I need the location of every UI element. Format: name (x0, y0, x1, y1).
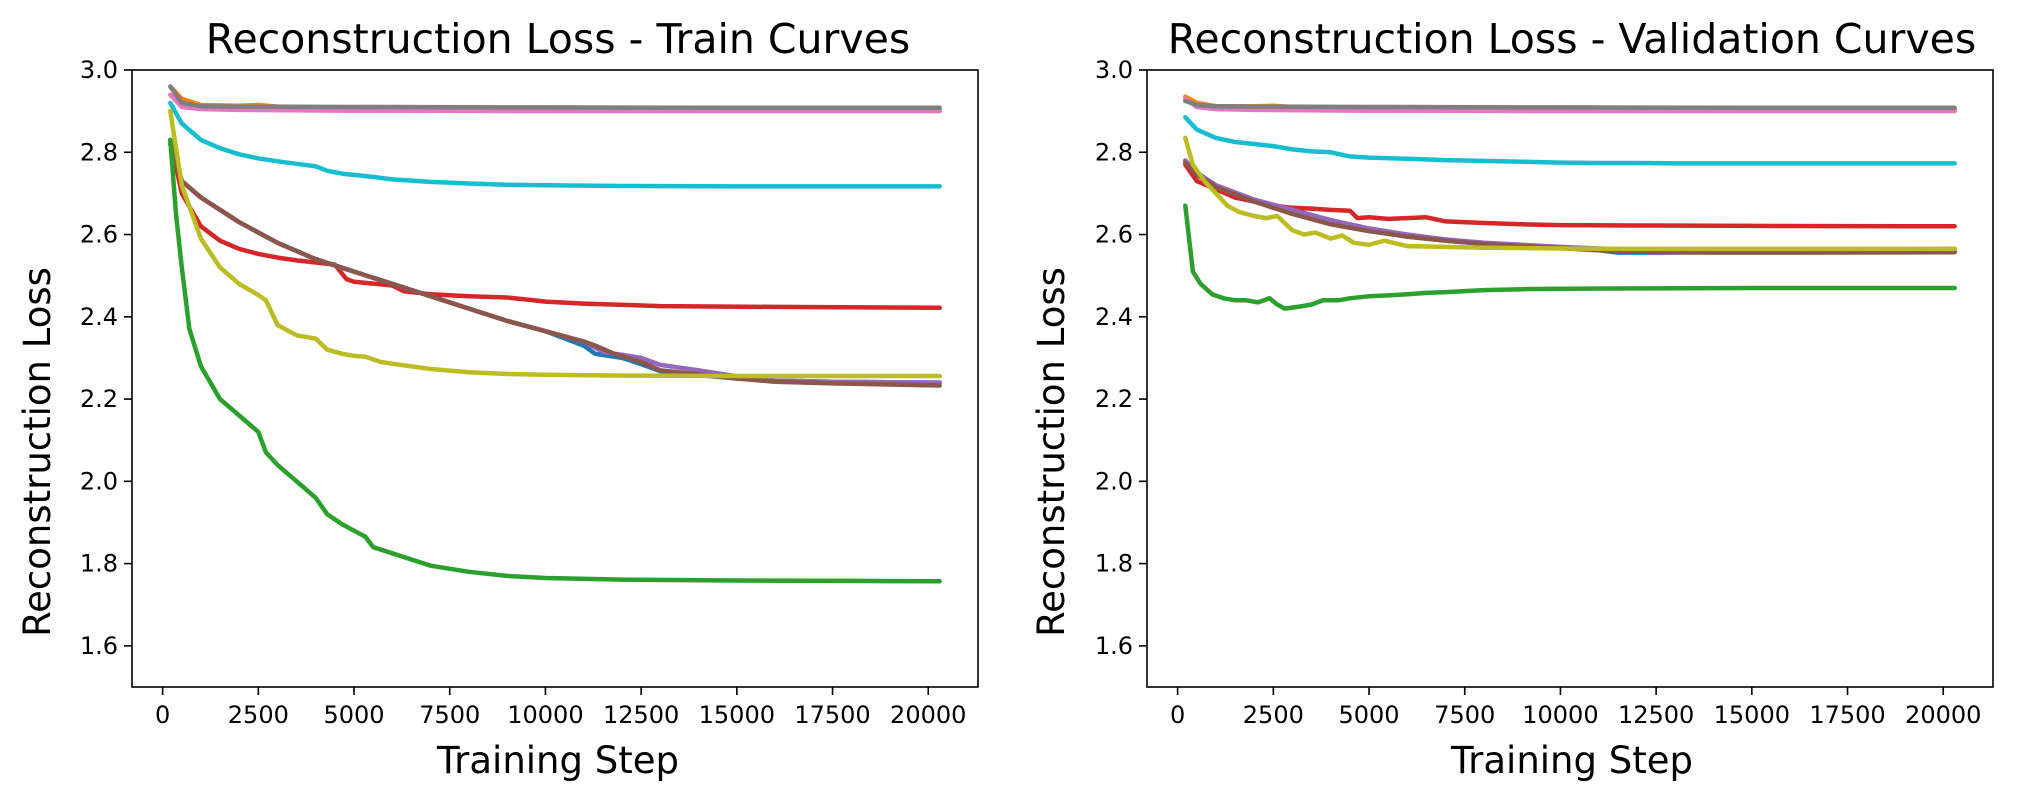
train-x-axis-label: Training Step (436, 739, 679, 782)
validation-y-tick-label: 2.4 (1095, 303, 1133, 331)
validation-plot-frame (1146, 69, 1994, 688)
train-x-tick-label: 7500 (419, 701, 480, 729)
validation-x-tick-label: 0 (1170, 701, 1185, 729)
validation-series-line-7 (1183, 158, 1957, 253)
train-y-tick-label: 2.6 (80, 221, 118, 249)
validation-y-tick-label: 2.8 (1095, 138, 1133, 166)
train-y-tick-label: 2.4 (80, 303, 118, 331)
train-series-line-9 (168, 108, 942, 379)
train-y-tick-label: 2.8 (80, 138, 118, 166)
validation-y-tick-label: 3.0 (1095, 56, 1133, 84)
validation-x-tick-label: 17500 (1809, 701, 1885, 729)
validation-series-layer (1183, 94, 1957, 311)
train-chart-title: Reconstruction Loss - Train Curves (206, 15, 910, 63)
validation-axes: 0 2500 5000 7500 10000 12500 15000 17500 20000 1.… (1095, 56, 1994, 729)
train-series-layer (168, 84, 942, 584)
validation-y-tick-label: 2.6 (1095, 221, 1133, 249)
validation-series-line-10 (1183, 203, 1957, 311)
train-series-line-8 (168, 141, 942, 388)
train-x-tick-label: 5000 (323, 701, 384, 729)
train-series-line-3 (168, 84, 942, 111)
validation-x-tick-label: 7500 (1434, 701, 1495, 729)
validation-x-tick-label: 15000 (1714, 701, 1790, 729)
train-y-axis-label: Reconstruction Loss (16, 267, 59, 637)
train-x-tick-label: 20000 (890, 701, 966, 729)
train-series-line-5 (168, 137, 942, 311)
validation-series-line-4 (1183, 115, 1957, 166)
train-x-tick-label: 12500 (603, 701, 679, 729)
train-x-tick-label: 2500 (228, 701, 289, 729)
validation-y-tick-label: 1.8 (1095, 550, 1133, 578)
train-y-tick-label: 3.0 (80, 56, 118, 84)
train-curves-panel: Reconstruction Loss - Train Curves Train… (16, 15, 979, 782)
validation-chart-title: Reconstruction Loss - Validation Curves (1168, 15, 1976, 63)
train-plot-frame (131, 69, 979, 688)
train-series-line-7 (168, 141, 942, 385)
validation-curves-panel: Reconstruction Loss - Validation Curves … (1030, 15, 1994, 782)
validation-y-tick-label: 2.0 (1095, 467, 1133, 495)
train-y-tick-label: 1.6 (80, 632, 118, 660)
validation-y-tick-label: 2.2 (1095, 385, 1133, 413)
train-x-tick-label: 17500 (794, 701, 870, 729)
validation-x-axis-label: Training Step (1450, 739, 1693, 782)
validation-x-tick-label: 12500 (1618, 701, 1694, 729)
validation-series-line-9 (1183, 135, 1957, 252)
train-series-line-10 (168, 137, 942, 584)
validation-x-tick-label: 5000 (1338, 701, 1399, 729)
train-series-line-2 (168, 92, 942, 114)
train-x-tick-label: 0 (155, 701, 170, 729)
train-y-tick-label: 2.2 (80, 385, 118, 413)
train-y-tick-label: 1.8 (80, 550, 118, 578)
train-axes: 0 2500 5000 7500 10000 12500 15000 17500 20000 1.… (80, 56, 979, 729)
train-y-tick-label: 2.0 (80, 467, 118, 495)
train-series-line-6 (168, 141, 942, 385)
validation-y-tick-label: 1.6 (1095, 632, 1133, 660)
validation-x-tick-label: 10000 (1522, 701, 1598, 729)
validation-series-line-8 (1183, 160, 1957, 255)
validation-x-tick-label: 2500 (1243, 701, 1304, 729)
train-x-tick-label: 10000 (507, 701, 583, 729)
validation-x-tick-label: 20000 (1905, 701, 1981, 729)
validation-series-line-3 (1183, 98, 1957, 111)
train-x-tick-label: 15000 (699, 701, 775, 729)
train-series-line-4 (168, 100, 942, 189)
validation-y-axis-label: Reconstruction Loss (1030, 267, 1073, 637)
